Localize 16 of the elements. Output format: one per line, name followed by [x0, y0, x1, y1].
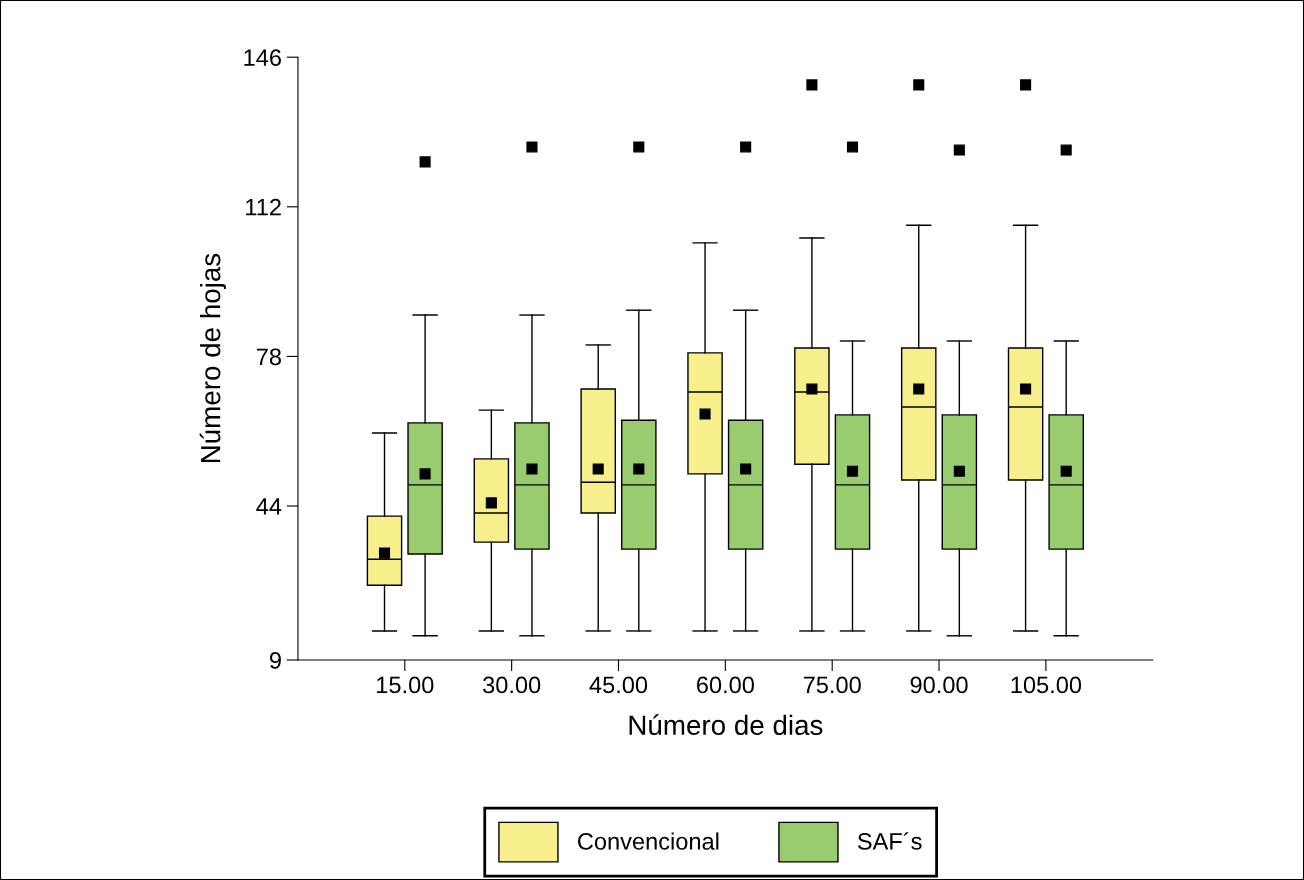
- y-axis-title: Número de hojas: [199, 253, 226, 463]
- x-tick-label: 60.00: [697, 676, 754, 694]
- y-tick-label: 44: [256, 498, 282, 515]
- legend-label: SAF´s: [857, 832, 922, 850]
- x-tick-label: 90.00: [910, 676, 968, 694]
- x-tick-label: 30.00: [483, 676, 541, 694]
- x-tick-label: 105.00: [1011, 676, 1082, 694]
- x-tick-label: 45.00: [589, 676, 648, 694]
- y-tick-label: 78: [256, 348, 281, 366]
- legend-label: Convencional: [578, 832, 719, 850]
- y-tick-label: 146: [244, 49, 281, 66]
- y-tick-label: 9: [269, 652, 281, 669]
- y-tick-label: 112: [246, 198, 281, 216]
- x-axis-title: Número de dias: [629, 714, 823, 736]
- x-tick-label: 15.00: [377, 676, 434, 694]
- x-tick-label: 75.00: [803, 676, 861, 694]
